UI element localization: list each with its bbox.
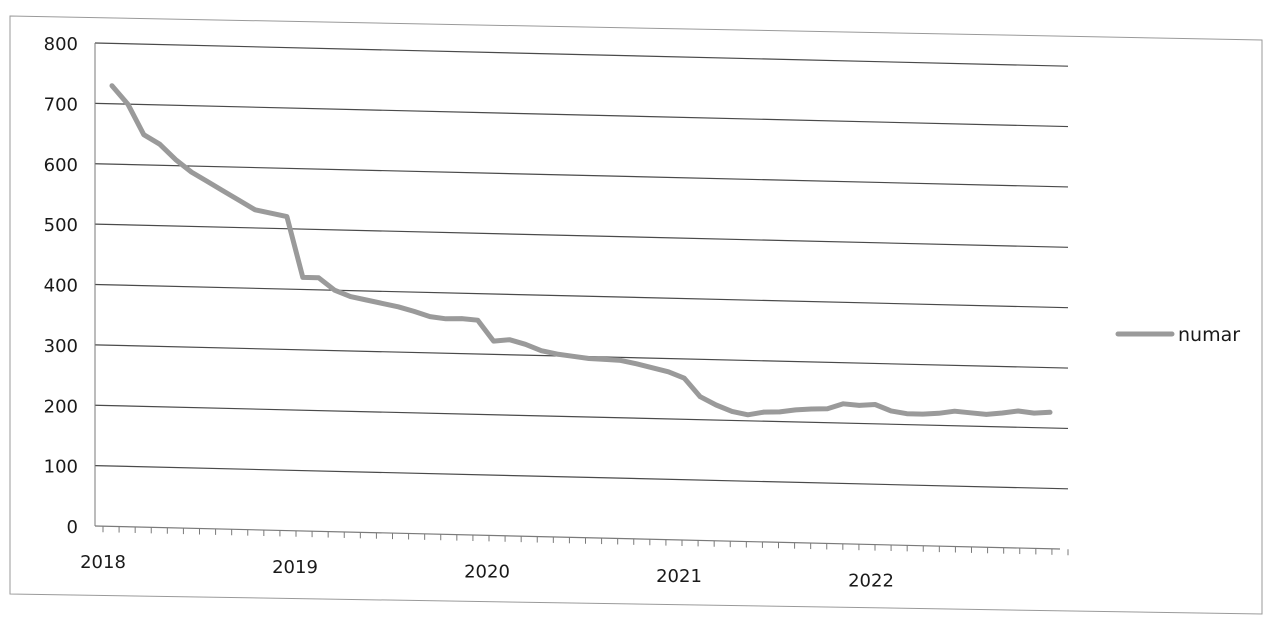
y-tick-label-800: 800 <box>44 34 78 55</box>
y-tick-label-0: 0 <box>67 517 78 538</box>
x-tick-label-2022: 2022 <box>848 570 894 591</box>
y-tick-label-700: 700 <box>44 94 78 115</box>
data-point <box>507 337 512 342</box>
data-point <box>777 409 782 415</box>
data-point <box>332 288 337 293</box>
data-point <box>1000 410 1005 416</box>
gridline-100 <box>94 465 1069 490</box>
data-point <box>459 316 464 321</box>
grid-lines <box>94 42 1069 490</box>
data-point <box>268 211 274 216</box>
gridline-800 <box>94 42 1069 67</box>
x-minor-ticks <box>102 526 1069 556</box>
data-point <box>1031 410 1037 416</box>
data-point <box>316 275 321 280</box>
data-point <box>857 403 862 408</box>
gridline-500 <box>94 223 1069 248</box>
y-tick-label-400: 400 <box>44 276 78 297</box>
data-point <box>602 357 607 362</box>
data-point <box>920 411 925 417</box>
data-point <box>348 294 353 299</box>
data-point <box>141 132 146 137</box>
data-point <box>729 409 735 414</box>
data-point <box>205 179 210 184</box>
data-point <box>125 102 131 107</box>
data-point <box>570 354 576 359</box>
data-point <box>841 401 846 406</box>
data-point <box>109 83 115 88</box>
series-group <box>109 83 1053 418</box>
data-point <box>904 411 910 416</box>
gridline-700 <box>94 102 1069 128</box>
data-point <box>380 301 385 306</box>
x-tick-label-2018: 2018 <box>80 552 126 573</box>
data-point <box>872 402 878 407</box>
data-point <box>252 207 258 212</box>
x-tick-label-2019: 2019 <box>272 557 318 578</box>
series-line-numar <box>109 83 1053 418</box>
data-point <box>364 297 369 303</box>
y-tick-labels: 0 100 200 300 400 500 600 700 800 <box>44 34 78 538</box>
data-point <box>713 402 719 408</box>
data-point <box>221 188 226 194</box>
data-point <box>745 412 751 417</box>
data-point <box>761 409 766 415</box>
data-point <box>189 169 194 175</box>
chart-frame <box>9 15 1263 615</box>
axes <box>94 43 1061 550</box>
x-tick-labels: 2018 2019 2020 2021 2022 <box>80 552 894 591</box>
y-tick-label-200: 200 <box>44 396 78 417</box>
data-point <box>1016 408 1021 414</box>
data-point <box>491 338 496 344</box>
gridline-200 <box>94 404 1069 430</box>
data-point <box>237 198 242 203</box>
data-point <box>443 316 449 321</box>
data-point <box>586 356 592 361</box>
data-point <box>682 376 687 381</box>
data-point <box>666 369 671 374</box>
y-tick-label-500: 500 <box>44 215 78 236</box>
data-point <box>888 408 894 414</box>
data-point <box>523 342 528 347</box>
data-point <box>396 304 401 309</box>
data-point <box>698 394 703 399</box>
data-point <box>809 406 814 412</box>
data-point <box>427 314 433 319</box>
data-point <box>300 275 305 280</box>
data-point <box>952 409 957 414</box>
legend-label-numar: numar <box>1178 324 1240 346</box>
y-tick-label-600: 600 <box>44 155 78 176</box>
data-point <box>284 214 290 219</box>
data-point <box>825 406 830 411</box>
data-point <box>968 410 973 415</box>
data-point <box>475 318 480 323</box>
data-point <box>157 142 162 147</box>
gridline-600 <box>94 163 1069 188</box>
x-tick-label-2020: 2020 <box>464 561 510 582</box>
y-tick-label-300: 300 <box>44 336 78 357</box>
data-point <box>618 358 623 363</box>
data-point <box>936 411 941 416</box>
data-point <box>173 157 178 162</box>
gridline-400 <box>94 283 1069 309</box>
data-point <box>539 348 544 353</box>
data-point <box>650 365 655 370</box>
data-point <box>793 407 798 413</box>
data-point <box>555 351 560 357</box>
data-point <box>984 412 989 417</box>
chart-border <box>9 15 1263 615</box>
data-point <box>1047 410 1053 415</box>
series-points <box>109 83 1053 417</box>
data-point <box>411 309 417 314</box>
x-axis <box>94 525 1061 550</box>
y-tick-label-100: 100 <box>44 457 78 478</box>
legend: numar <box>1115 324 1240 346</box>
data-point <box>634 361 639 366</box>
x-tick-label-2021: 2021 <box>656 566 702 587</box>
